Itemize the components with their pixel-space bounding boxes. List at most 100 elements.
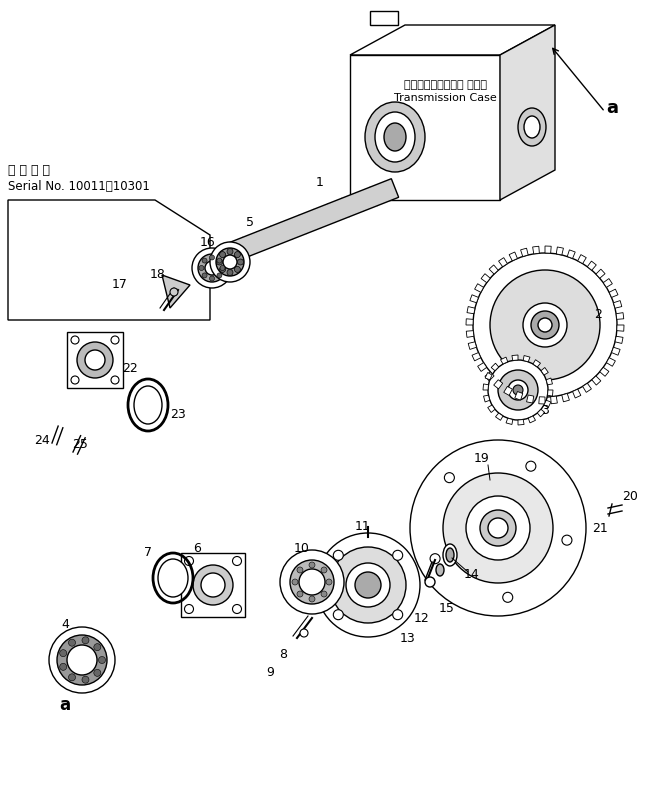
Polygon shape [468,342,476,349]
Polygon shape [162,275,190,308]
Polygon shape [478,363,487,372]
Circle shape [333,550,343,561]
Polygon shape [487,405,495,412]
Polygon shape [546,378,552,385]
Text: 24: 24 [34,433,50,446]
Circle shape [201,573,225,597]
Circle shape [300,629,308,637]
Circle shape [480,510,516,546]
Polygon shape [545,246,551,254]
Polygon shape [501,357,508,364]
Circle shape [330,547,406,623]
Polygon shape [544,400,551,407]
Ellipse shape [134,386,162,424]
Text: 20: 20 [622,491,638,504]
Circle shape [217,258,222,263]
Polygon shape [528,416,535,423]
Polygon shape [67,332,123,388]
Polygon shape [504,386,512,395]
Text: 21: 21 [592,522,608,535]
Text: 19: 19 [474,451,490,464]
Text: 1: 1 [316,177,324,190]
Text: 13: 13 [400,632,416,645]
Text: 10: 10 [294,542,310,555]
Circle shape [205,261,219,275]
Circle shape [67,645,97,675]
Circle shape [333,610,343,620]
Polygon shape [466,319,473,325]
Circle shape [210,242,250,282]
Polygon shape [537,409,545,417]
Text: a: a [60,696,71,714]
Circle shape [321,591,327,597]
Polygon shape [533,360,541,367]
Circle shape [299,569,325,595]
Circle shape [209,276,215,281]
Circle shape [220,266,225,271]
Circle shape [202,273,207,278]
Circle shape [98,656,106,663]
Polygon shape [481,274,490,283]
Circle shape [297,567,303,573]
Circle shape [410,440,586,616]
Polygon shape [470,295,478,303]
Circle shape [199,266,204,271]
Ellipse shape [443,544,457,566]
Circle shape [309,562,315,568]
Text: 7: 7 [144,547,152,560]
Circle shape [430,554,440,564]
Circle shape [393,610,403,620]
Circle shape [498,370,538,410]
Polygon shape [181,553,245,617]
Polygon shape [485,373,492,380]
Circle shape [502,592,513,603]
Circle shape [526,461,536,471]
Polygon shape [518,420,524,425]
Text: 23: 23 [170,408,186,421]
Polygon shape [550,396,558,403]
Text: 2: 2 [594,309,602,322]
Text: 4: 4 [61,619,69,632]
Polygon shape [617,325,624,331]
Circle shape [316,533,420,637]
Polygon shape [587,261,596,271]
Circle shape [217,273,222,278]
Circle shape [488,518,508,538]
Polygon shape [350,55,500,200]
Text: 12: 12 [414,612,430,625]
Text: 5: 5 [246,215,254,228]
Circle shape [562,535,572,545]
Circle shape [290,560,334,604]
Ellipse shape [524,116,540,138]
Polygon shape [467,306,475,313]
Circle shape [355,572,381,598]
Circle shape [443,473,553,583]
Circle shape [82,637,89,644]
Polygon shape [489,265,499,274]
Circle shape [94,669,101,676]
Polygon shape [615,336,623,343]
Polygon shape [548,390,553,396]
Circle shape [425,577,435,587]
Circle shape [77,342,113,378]
Polygon shape [596,269,605,279]
Circle shape [216,248,244,276]
Polygon shape [604,279,612,288]
Circle shape [280,550,344,614]
Polygon shape [495,413,503,420]
Circle shape [321,567,327,573]
Circle shape [346,563,390,607]
Polygon shape [609,289,618,297]
Polygon shape [613,301,622,308]
Text: 3: 3 [541,403,549,416]
Polygon shape [483,395,490,402]
Polygon shape [583,383,592,392]
Polygon shape [500,25,555,200]
Polygon shape [606,358,615,366]
Polygon shape [512,355,518,360]
Circle shape [49,627,115,693]
Polygon shape [370,11,398,25]
Ellipse shape [384,123,406,151]
Circle shape [488,360,548,420]
Circle shape [170,288,178,296]
